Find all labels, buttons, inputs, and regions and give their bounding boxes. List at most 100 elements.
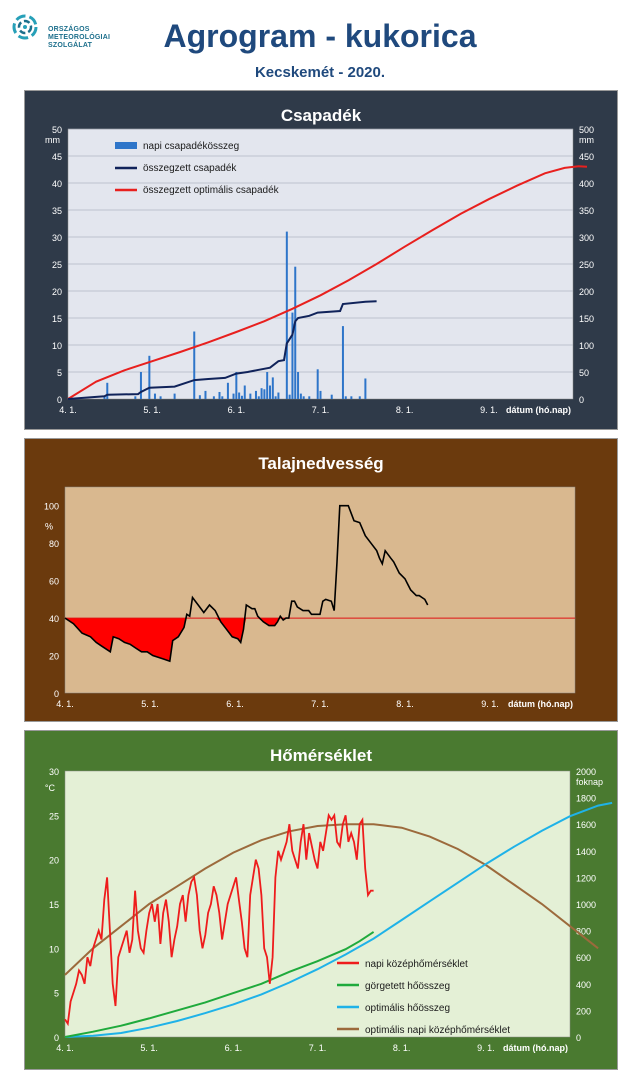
- precip-bar: [302, 396, 305, 399]
- y-left-tick-label: 5: [57, 368, 62, 378]
- precip-bar: [319, 390, 322, 399]
- plot-area: [64, 770, 571, 1038]
- omsz-logo-wordmark: ORSZÁGOS METEOROLÓGIAI SZOLGÁLAT: [48, 26, 111, 49]
- precip-bar: [249, 393, 252, 399]
- y-right-tick-label: 1600: [576, 820, 596, 830]
- precip-bar: [285, 231, 288, 399]
- y-left-tick-label: 15: [52, 314, 62, 324]
- precip-bar: [308, 396, 311, 399]
- omsz-logo: ORSZÁGOS METEOROLÓGIAI SZOLGÁLAT: [10, 12, 120, 52]
- x-tick-label: 4. 1.: [56, 699, 74, 709]
- precip-bar: [269, 385, 271, 399]
- precip-bar: [243, 385, 246, 399]
- y-right-tick-label: 100: [579, 341, 594, 351]
- precip-bar: [271, 377, 274, 399]
- y-left-tick-label: 35: [52, 206, 62, 216]
- y-right-tick-label: 200: [576, 1006, 591, 1016]
- plot-area: [64, 486, 576, 694]
- x-tick-label: 7. 1.: [311, 699, 329, 709]
- y-right-tick-label: 150: [579, 314, 594, 324]
- legend-label: napi középhőmérséklet: [365, 959, 468, 970]
- precip-bar: [299, 393, 302, 399]
- y-tick-label: 60: [49, 577, 59, 587]
- precip-bar: [148, 355, 151, 399]
- precip-bar: [221, 396, 224, 399]
- y-right-tick-label: 0: [576, 1033, 581, 1043]
- precipitation-panel: Csapadék 0 5 10 15 20 25 30 35 40 45 50 0 50 100 150 200…: [24, 90, 618, 430]
- precip-bar: [344, 396, 347, 399]
- x-tick-label: 9. 1.: [481, 699, 499, 709]
- legend-label: optimális napi középhőmérséklet: [365, 1025, 510, 1036]
- y-tick-label: 0: [54, 689, 59, 699]
- y-left-tick-label: 40: [52, 179, 62, 189]
- rolling-heat-sum-line: [64, 931, 375, 1038]
- y-right-tick-label: 1400: [576, 847, 596, 857]
- x-tick-label: 9. 1.: [480, 405, 498, 415]
- precip-bar: [316, 369, 319, 399]
- precip-bar: [274, 396, 277, 399]
- x-tick-label: 6. 1.: [228, 405, 246, 415]
- y-right-tick-label: 50: [579, 368, 589, 378]
- y-left-unit: °C: [45, 783, 56, 793]
- y-right-tick-label: 0: [579, 395, 584, 405]
- chart-title: Talajnedvesség: [258, 454, 383, 473]
- precip-bar: [159, 396, 162, 399]
- y-tick-label: 40: [49, 614, 59, 624]
- soil-moisture-deficit-area: [65, 618, 428, 662]
- precip-bar: [226, 382, 229, 399]
- page-header: ORSZÁGOS METEOROLÓGIAI SZOLGÁLAT Agrogra…: [0, 0, 640, 88]
- x-tick-label: 4. 1.: [59, 405, 77, 415]
- precip-bar: [288, 394, 291, 399]
- y-left-tick-label: 25: [49, 811, 59, 821]
- precip-bar: [235, 372, 238, 399]
- precip-bar: [260, 388, 263, 399]
- soil-moisture-line: [64, 504, 429, 663]
- y-right-tick-label: 500: [579, 125, 594, 135]
- precip-bar: [204, 390, 207, 399]
- y-right-tick-label: 2000: [576, 767, 596, 777]
- y-right-tick-label: 1800: [576, 794, 596, 804]
- precip-bar: [341, 326, 344, 399]
- legend-label: optimális hőösszeg: [365, 1003, 450, 1014]
- x-tick-label: 6. 1.: [226, 699, 244, 709]
- y-left-tick-label: 0: [57, 395, 62, 405]
- precip-bar: [294, 266, 297, 399]
- y-right-tick-label: 450: [579, 152, 594, 162]
- y-left-tick-label: 10: [52, 341, 62, 351]
- y-left-tick-label: 20: [49, 856, 59, 866]
- precipitation-chart: Csapadék05101520253035404550050100150200…: [45, 106, 594, 415]
- x-tick-label: 8. 1.: [393, 1043, 411, 1053]
- y-right-tick-label: 800: [576, 927, 591, 937]
- y-tick-label: 80: [49, 539, 59, 549]
- y-left-tick-label: 25: [52, 260, 62, 270]
- precip-bar: [263, 389, 266, 399]
- x-axis-label: dátum (hó.nap): [508, 699, 573, 709]
- precip-bar: [106, 382, 109, 399]
- soil-moisture-chart: Talajnedvesség 0 20 40 60 80 100% 4. 1. 5. 1. 6. …: [44, 454, 576, 709]
- legend-label: összegzett csapadék: [143, 163, 237, 174]
- temperature-chart: Hőmérséklet 0 5 10 15 20 25 30 0 200 400 600 800 1000…: [45, 746, 613, 1053]
- precip-bar: [103, 396, 106, 399]
- y-right-tick-label: 250: [579, 260, 594, 270]
- precip-bar: [193, 331, 196, 399]
- y-left-tick-label: 50: [52, 125, 62, 135]
- x-tick-label: 5. 1.: [143, 405, 161, 415]
- precip-bar: [291, 312, 294, 399]
- precip-bar: [139, 372, 142, 399]
- precip-bar: [238, 392, 241, 399]
- y-right-tick-label: 1200: [576, 873, 596, 883]
- precip-bar: [297, 372, 300, 399]
- precip-bar: [277, 392, 280, 399]
- page-title: Agrogram - kukorica: [163, 18, 477, 54]
- x-tick-label: 4. 1.: [56, 1043, 74, 1053]
- y-left-tick-label: 10: [49, 944, 59, 954]
- x-axis-label: dátum (hó.nap): [503, 1043, 568, 1053]
- y-right-tick-label: 600: [576, 953, 591, 963]
- y-left-tick-label: 0: [54, 1033, 59, 1043]
- chart-title: Csapadék: [281, 106, 362, 125]
- y-left-tick-label: 20: [52, 287, 62, 297]
- soil-moisture-panel: Talajnedvesség 0 20 40 60 80 100% 4. 1. 5. 1. 6. …: [24, 438, 618, 722]
- y-unit: %: [45, 522, 53, 532]
- optimal-cumulative-precip-line: [67, 165, 588, 400]
- y-tick-label: 20: [49, 652, 59, 662]
